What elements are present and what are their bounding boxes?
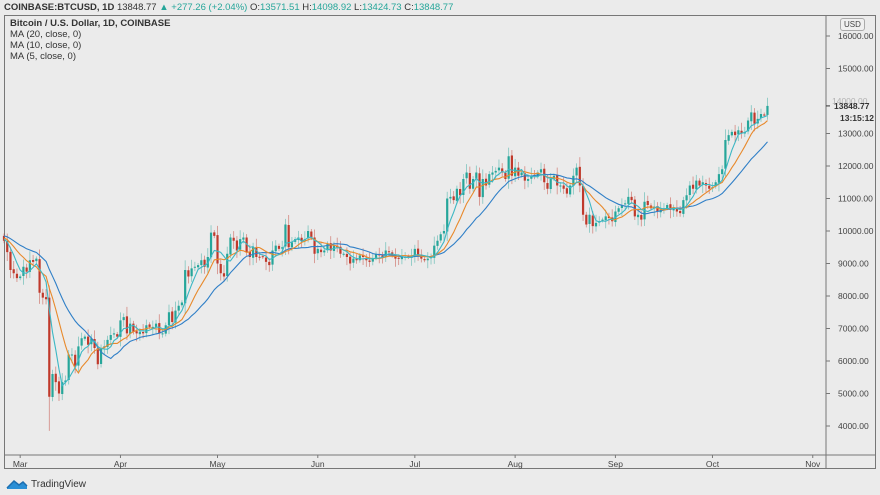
low-value: 13424.73: [361, 2, 402, 13]
ma10-line: [3, 120, 768, 375]
close-label: C:: [404, 2, 414, 13]
open-label: O:: [249, 2, 260, 13]
tradingview-brand[interactable]: TradingView: [6, 478, 86, 490]
open-value: 13571.51: [260, 2, 300, 13]
legend-ma10[interactable]: MA (10, close, 0): [10, 40, 82, 51]
bar-countdown: 13:15:12: [840, 113, 874, 123]
chart-legend: Bitcoin / U.S. Dollar, 1D, COINBASE MA (…: [10, 18, 170, 62]
close-value: 13848.77: [413, 2, 454, 13]
month-tick-label: Nov: [805, 459, 821, 469]
legend-ma20[interactable]: MA (20, close, 0): [10, 29, 82, 40]
month-tick-label: Mar: [13, 459, 28, 469]
price-change: +277.26 (+2.04%): [171, 2, 248, 13]
low-label: L:: [354, 2, 362, 13]
chart-frame: [4, 15, 876, 469]
price-axis[interactable]: 4000.00 5000.00 6000.00 7000.00 8000.00 9000.…: [826, 31, 874, 431]
candles: [2, 97, 769, 431]
brand-name: TradingView: [31, 478, 87, 490]
last-price: 13848.77: [116, 2, 157, 13]
symbol-header: COINBASE:BTCUSD, 1D 13848.77 ▲ +277.26 (…: [4, 1, 453, 15]
ma5-line: [3, 114, 768, 387]
price-tick-label: 11000.00: [838, 194, 873, 204]
price-tick-label: 12000.00: [838, 161, 874, 171]
month-tick-label: Apr: [114, 459, 127, 469]
legend-title: Bitcoin / U.S. Dollar, 1D, COINBASE: [10, 18, 171, 29]
price-tick-label: 15000.00: [838, 64, 874, 74]
price-tick-label: 7000.00: [838, 324, 869, 334]
month-tick-label: May: [209, 459, 226, 469]
last-price-label: 13848.77: [834, 101, 870, 111]
month-tick-label: Jul: [409, 459, 420, 469]
price-tick-label: 5000.00: [838, 389, 869, 399]
month-tick-label: Jun: [311, 459, 325, 469]
price-tick-label: 4000.00: [838, 421, 869, 431]
price-tick-label: 8000.00: [838, 291, 869, 301]
price-tick-label: 13000.00: [838, 129, 874, 139]
price-tick-label: 9000.00: [838, 259, 869, 269]
high-label: H:: [302, 2, 312, 13]
month-tick-label: Sep: [608, 459, 623, 469]
currency-badge[interactable]: USD: [840, 18, 865, 31]
symbol-name: COINBASE:BTCUSD, 1D: [4, 2, 115, 13]
svg-text:14000.00: 14000.00: [832, 96, 868, 106]
month-tick-label: Aug: [508, 459, 523, 469]
high-value: 14098.92: [311, 2, 352, 13]
price-tick-label: 10000.00: [838, 226, 874, 236]
price-tick-label: 6000.00: [838, 356, 869, 366]
time-axis[interactable]: Mar Apr May Jun Jul Aug Sep Oct Nov: [13, 455, 821, 469]
legend-ma5[interactable]: MA (5, close, 0): [10, 51, 76, 62]
up-arrow-icon: ▲: [159, 2, 169, 13]
month-tick-label: Oct: [706, 459, 720, 469]
tradingview-logo-icon: [6, 479, 28, 489]
price-tick-label: 16000.00: [838, 31, 874, 41]
